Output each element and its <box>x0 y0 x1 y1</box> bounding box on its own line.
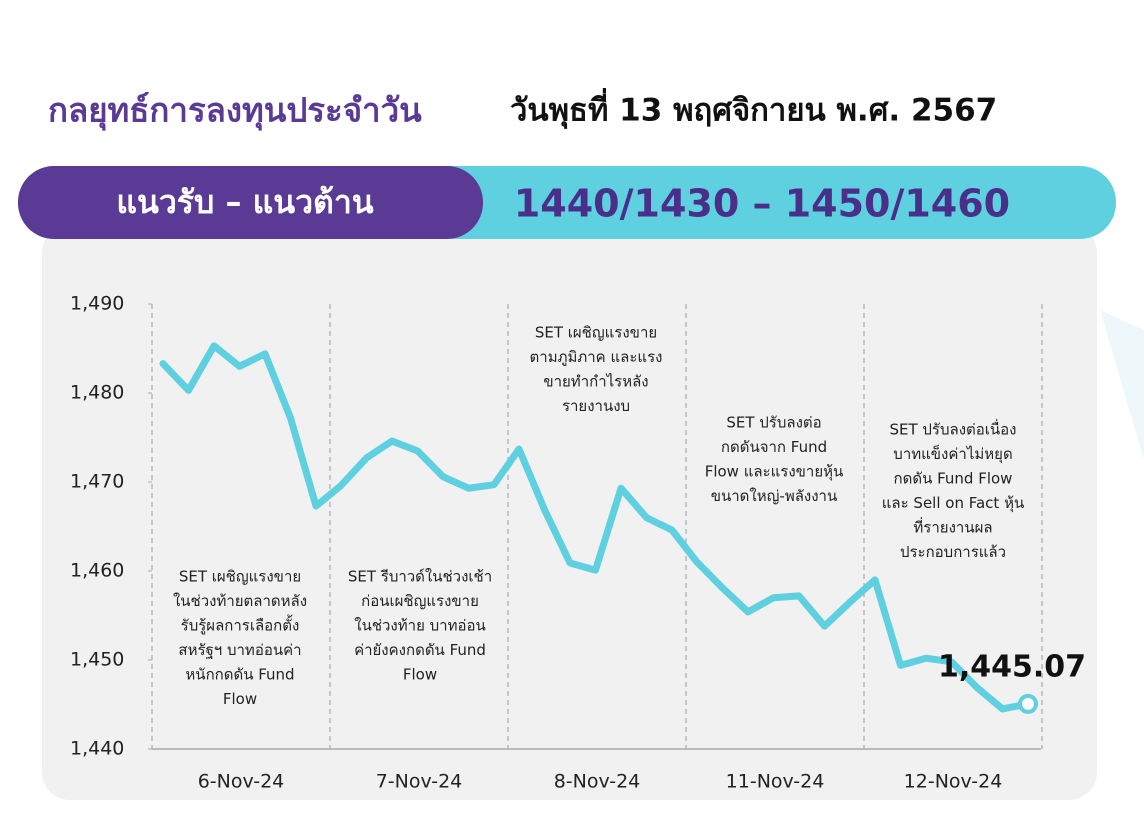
annotation: Flow <box>223 690 257 708</box>
x-tick-label: 8-Nov-24 <box>554 771 641 793</box>
range-label: แนวรับ – แนวต้าน <box>116 183 373 221</box>
last-point <box>1018 693 1038 714</box>
annotation: ขายทำกำไรหลัง <box>543 373 648 391</box>
annotation: SET เผชิญแรงขาย <box>179 568 301 586</box>
x-tick-label: 7-Nov-24 <box>376 771 463 793</box>
annotation: กดดัน Fund Flow <box>894 470 1013 488</box>
range-label-box <box>18 166 483 239</box>
annotation: ขนาดใหญ่-พลังงาน <box>711 487 837 505</box>
annotation: ประกอบการแล้ว <box>900 543 1006 561</box>
annotation: สหรัฐฯ บาทอ่อนค่า <box>178 641 301 659</box>
x-tick-label: 11-Nov-24 <box>726 771 825 793</box>
y-tick-label: 1,460 <box>70 560 124 582</box>
chart-card <box>42 225 1097 800</box>
annotation: SET เผชิญแรงขาย <box>535 324 657 342</box>
annotation: รายงานงบ <box>562 397 630 415</box>
annotation: ค่ายังคงกดดัน Fund <box>354 641 486 659</box>
range-value: 1440/1430 – 1450/1460 <box>514 182 1010 226</box>
annotation: บาทแข็งค่าไม่หยุด <box>893 444 1012 464</box>
y-tick-label: 1,470 <box>70 471 124 493</box>
last-value-label: 1,445.07 <box>938 649 1086 684</box>
annotation: รับรู้ผลการเลือกตั้ง <box>181 615 300 635</box>
y-tick-label: 1,480 <box>70 382 124 404</box>
annotation: ในช่วงท้าย บาทอ่อน <box>354 617 485 635</box>
annotation: หนักกดดัน Fund <box>185 666 294 684</box>
annotation: SET รีบาวด์ในช่วงเช้า <box>348 568 492 586</box>
title: กลยุทธ์การลงทุนประจำวัน <box>48 91 422 132</box>
annotation: ก่อนเผชิญแรงขาย <box>361 592 479 610</box>
annotation: ที่รายงานผล <box>913 517 992 537</box>
price-line <box>159 342 1032 713</box>
x-tick-label: 6-Nov-24 <box>198 771 285 793</box>
y-tick-label: 1,440 <box>70 738 124 760</box>
y-tick-label: 1,450 <box>70 649 124 671</box>
annotation: SET ปรับลงต่อเนื่อง <box>889 419 1016 439</box>
annotation: ตามภูมิภาค และแรง <box>530 348 663 366</box>
y-tick-label: 1,490 <box>70 293 124 315</box>
x-tick-label: 12-Nov-24 <box>904 771 1003 793</box>
annotation: และ Sell on Fact หุ้น <box>882 494 1024 513</box>
annotation: Flow <box>403 666 437 684</box>
annotation: Flow และแรงขายหุ้น <box>705 463 844 482</box>
date: วันพุธที่ 13 พฤศจิกายน พ.ศ. 2567 <box>510 88 997 130</box>
annotation: ในช่วงท้ายตลาดหลัง <box>173 592 307 610</box>
decoration <box>1100 310 1144 460</box>
annotation: กดดันจาก Fund <box>721 438 827 456</box>
annotation: SET ปรับลงต่อ <box>726 414 821 432</box>
